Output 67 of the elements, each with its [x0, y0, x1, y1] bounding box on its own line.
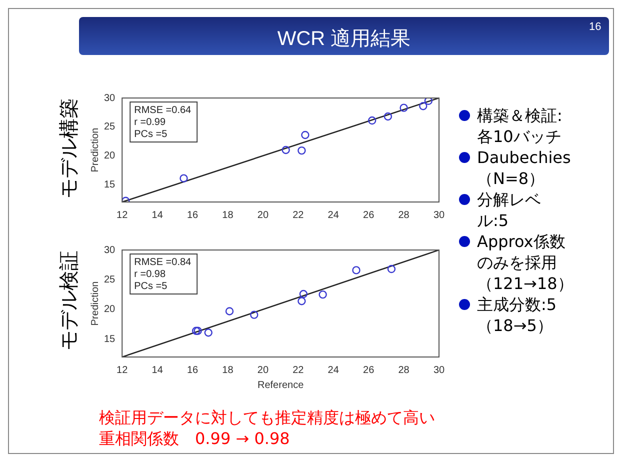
point: [298, 297, 306, 306]
point: [225, 307, 234, 316]
text: 16: [589, 21, 602, 33]
y-tick-label: 25: [104, 274, 116, 286]
x-tick-label: 22: [292, 364, 304, 376]
point: [301, 130, 310, 140]
text: モデル構築: [56, 98, 82, 198]
text: 主成分数:5 （18→5）: [476, 294, 558, 336]
x-tick-label: 28: [398, 210, 410, 221]
x-axis-title: Reference: [257, 380, 304, 391]
y-tick-label: 15: [104, 179, 116, 190]
text: 構築＆検証: 各10バッチ: [476, 105, 564, 147]
annotation: PCs =5: [134, 128, 168, 140]
text: Daubechies （N=8）: [476, 147, 572, 189]
point: [204, 328, 212, 337]
x-tick-label: 14: [152, 364, 164, 376]
point: [180, 174, 188, 182]
x-tick-label: 24: [328, 210, 340, 221]
text: Approx係数のみを採用（121→18）: [476, 231, 574, 294]
y-tick-label: 20: [104, 150, 116, 162]
y-axis-title: Prediction: [90, 128, 101, 172]
point: [419, 102, 428, 110]
x-tick-label: 20: [257, 364, 269, 376]
text: 重相関係数 0.99 → 0.98: [99, 428, 291, 449]
point: [368, 116, 376, 125]
y-tick-label: 25: [104, 122, 116, 133]
x-tick-label: 26: [363, 210, 375, 221]
point: [194, 326, 202, 335]
x-tick-label: 24: [328, 364, 340, 376]
y-tick-label: 30: [104, 244, 116, 256]
y-tick-label: 30: [104, 92, 116, 104]
text: WCR 適用結果: [277, 28, 411, 50]
x-tick-label: 16: [186, 210, 199, 221]
x-tick-label: 16: [186, 364, 199, 376]
point: [424, 98, 433, 105]
point: [298, 146, 306, 155]
text: 分解レベル:5: [476, 189, 542, 231]
x-tick-label: 18: [222, 364, 234, 376]
text: モデル検証: [56, 250, 82, 350]
point: [384, 112, 392, 121]
x-tick-label: 14: [152, 210, 164, 221]
point: [192, 326, 200, 335]
point: [282, 146, 290, 154]
annotation: RMSE =0.64: [134, 104, 192, 116]
x-tick-label: 30: [433, 364, 445, 376]
annotation: r =0.99: [134, 116, 166, 128]
x-tick-label: 20: [257, 210, 269, 221]
point: [318, 290, 327, 299]
x-tick-label: 30: [433, 210, 445, 221]
x-tick-label: 12: [116, 210, 128, 221]
point: [352, 266, 360, 274]
text: 検証用データに対しても推定精度は極めて高い: [99, 407, 435, 428]
point: [299, 290, 308, 298]
y-axis-title: Prediction: [90, 281, 101, 326]
y-tick-label: 20: [104, 304, 116, 316]
y-tick-label: 15: [104, 334, 116, 345]
annotation: PCs =5: [134, 280, 168, 292]
x-tick-label: 22: [292, 210, 304, 221]
annotation: RMSE =0.84: [134, 256, 192, 268]
annotation: r =0.98: [134, 268, 166, 280]
x-tick-label: 12: [116, 364, 128, 376]
point: [250, 310, 258, 319]
x-tick-label: 18: [222, 210, 234, 221]
point: [400, 104, 408, 112]
x-tick-label: 28: [398, 364, 410, 376]
x-tick-label: 26: [363, 364, 375, 376]
point: [387, 264, 396, 274]
